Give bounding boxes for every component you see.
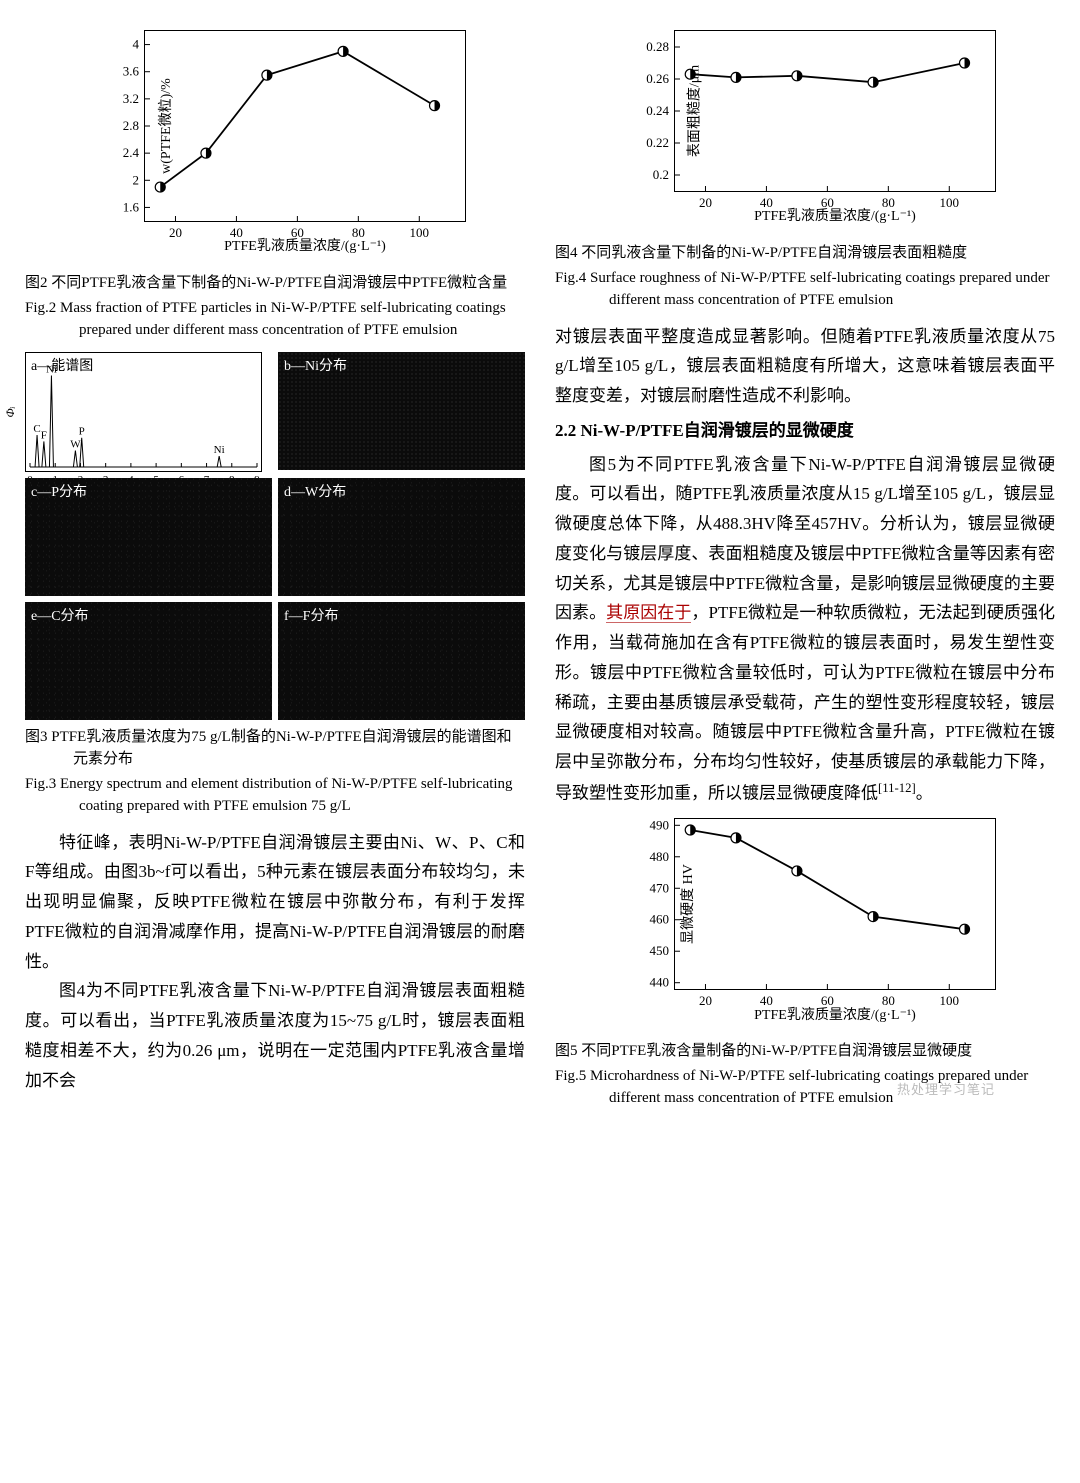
svg-text:450: 450 [650,944,670,959]
svg-text:2.4: 2.4 [123,145,140,160]
eds-f: f—F分布 [278,602,525,720]
svg-text:Φᵢ: Φᵢ [3,406,17,417]
eds-a: a—能谱图 CFNiWPNi0123456789E/keVΦᵢ [25,352,272,472]
chart2-box: 204060801001.622.42.83.23.64w(PTFE微粒)/%P… [144,30,466,222]
figure-2: 204060801001.622.42.83.23.64w(PTFE微粒)/%P… [85,30,525,222]
eds-c: c—P分布 [25,478,272,596]
figure-5: 20406080100440450460470480490显微硬度 HVPTFE… [615,818,1055,990]
watermark: 热处理学习笔记 [951,1080,995,1100]
svg-text:3.2: 3.2 [123,91,139,106]
section-2-2-heading: 2.2 Ni-W-P/PTFE自润滑镀层的显微硬度 [555,417,1055,446]
right-body-2: 图5为不同PTFE乳液含量下Ni-W-P/PTFE自润滑镀层显微硬度。可以看出，… [555,450,1055,809]
fig2-caption-en: Fig.2 Mass fraction of PTFE particles in… [25,297,525,342]
fig3-caption-cn: 图3 PTFE乳液质量浓度为75 g/L制备的Ni-W-P/PTFE自润滑镀层的… [25,726,525,771]
svg-text:0.26: 0.26 [646,71,669,86]
svg-text:4: 4 [133,37,140,52]
citation-11-12: [11-12] [878,781,916,795]
svg-text:490: 490 [650,818,670,833]
chart4-box: 204060801000.20.220.240.260.28表面粗糙度/μmPT… [674,30,996,192]
svg-text:460: 460 [650,912,670,927]
svg-text:2.8: 2.8 [123,118,139,133]
svg-text:100: 100 [940,195,960,210]
highlight-phrase: 其原因在于 [606,603,691,623]
svg-text:20: 20 [699,195,712,210]
left-body: 特征峰，表明Ni-W-P/PTFE自润滑镀层主要由Ni、W、P、C和F等组成。由… [25,828,525,1096]
fig3-caption-en: Fig.3 Energy spectrum and element distri… [25,773,525,818]
svg-text:1.6: 1.6 [123,199,140,214]
chart5-box: 20406080100440450460470480490显微硬度 HVPTFE… [674,818,996,990]
svg-text:100: 100 [940,993,960,1008]
svg-text:3.6: 3.6 [123,64,140,79]
svg-text:470: 470 [650,881,670,896]
svg-text:W: W [70,438,81,450]
svg-text:0.28: 0.28 [646,39,669,54]
figure-3-grid: a—能谱图 CFNiWPNi0123456789E/keVΦᵢ b—Ni分布 c… [25,352,525,720]
svg-text:Ni: Ni [214,444,225,456]
fig2-caption-cn: 图2 不同PTFE乳液含量下制备的Ni-W-P/PTFE自润滑镀层中PTFE微粒… [25,272,525,295]
svg-text:480: 480 [650,849,670,864]
svg-text:440: 440 [650,975,670,990]
fig4-caption-en: Fig.4 Surface roughness of Ni-W-P/PTFE s… [555,267,1055,312]
svg-text:P: P [79,425,85,437]
eds-d: d—W分布 [278,478,525,596]
fig5-caption-cn: 图5 不同PTFE乳液含量制备的Ni-W-P/PTFE自润滑镀层显微硬度 [555,1040,1055,1063]
svg-text:0.22: 0.22 [646,135,669,150]
right-body-1: 对镀层表面平整度造成显著影响。但随着PTFE乳液质量浓度从75 g/L增至105… [555,322,1055,411]
svg-text:0.2: 0.2 [653,167,669,182]
eds-b: b—Ni分布 [278,352,525,472]
svg-text:20: 20 [699,993,712,1008]
svg-text:20: 20 [169,225,182,240]
svg-text:100: 100 [410,225,430,240]
svg-text:C: C [33,423,40,435]
eds-e: e—C分布 [25,602,272,720]
fig4-caption-cn: 图4 不同乳液含量下制备的Ni-W-P/PTFE自润滑镀层表面粗糙度 [555,242,1055,265]
svg-text:F: F [41,429,47,441]
fig5-caption-en: Fig.5 Microhardness of Ni-W-P/PTFE self-… [555,1065,1055,1110]
figure-4: 204060801000.20.220.240.260.28表面粗糙度/μmPT… [615,30,1055,192]
svg-text:0.24: 0.24 [646,103,669,118]
svg-text:2: 2 [133,172,140,187]
